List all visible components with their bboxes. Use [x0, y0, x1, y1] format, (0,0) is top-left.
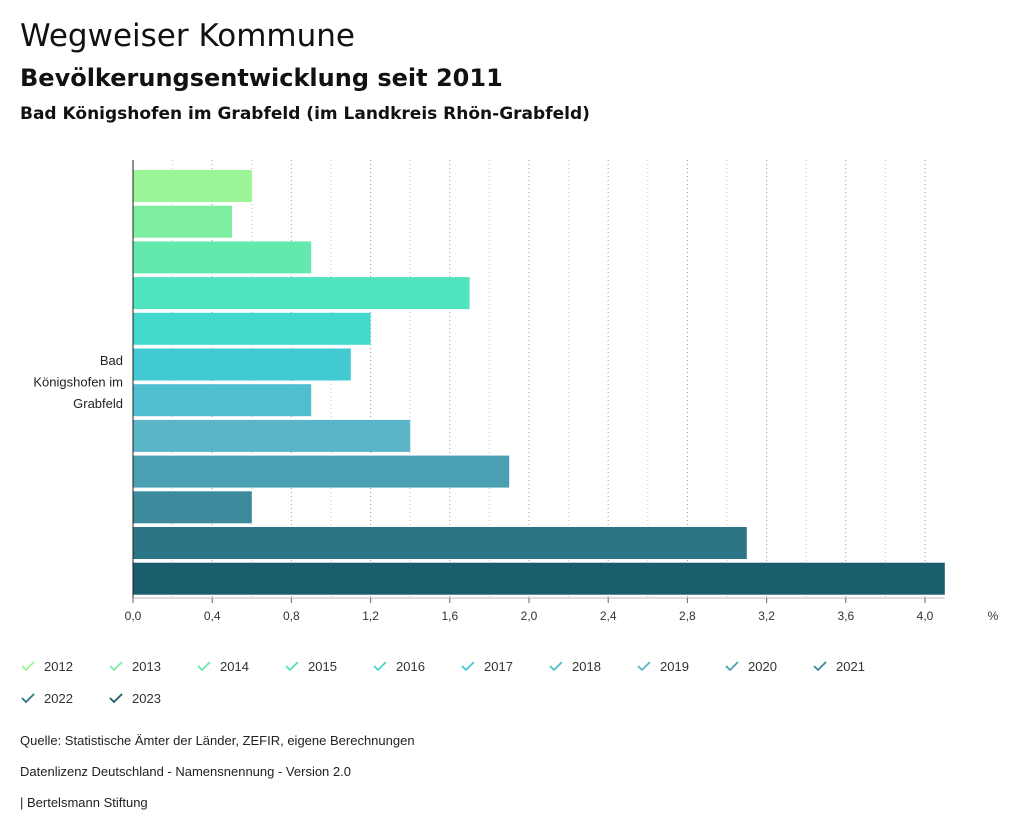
legend-item-2022[interactable]: 2022 [20, 690, 73, 706]
x-tick-label: 0,0 [125, 609, 142, 623]
legend-item-2021[interactable]: 2021 [812, 658, 865, 674]
legend-label: 2015 [308, 658, 337, 674]
legend-item-2018[interactable]: 2018 [548, 658, 601, 674]
check-icon [109, 693, 123, 704]
legend-item-2016[interactable]: 2016 [372, 658, 425, 674]
legend-label: 2022 [44, 690, 73, 706]
bar-2015 [133, 277, 470, 310]
x-tick-label: 4,0 [917, 609, 934, 623]
legend-label: 2014 [220, 658, 249, 674]
x-tick-label: 3,2 [758, 609, 775, 623]
check-icon [637, 661, 651, 672]
legend-item-2019[interactable]: 2019 [636, 658, 689, 674]
category-label: Königshofen im [33, 375, 123, 390]
bar-2012 [133, 170, 252, 202]
region-title: Bad Königshofen im Grabfeld (im Landkrei… [20, 104, 590, 124]
bar-2017 [133, 348, 351, 381]
check-icon [285, 661, 299, 672]
bar-2023 [133, 562, 945, 595]
category-label: Bad [100, 353, 123, 368]
x-unit-label: % [988, 609, 999, 623]
x-tick-label: 0,4 [204, 609, 221, 623]
bar-2019 [133, 419, 411, 452]
check-icon [725, 661, 739, 672]
legend-label: 2023 [132, 690, 161, 706]
bar-2020 [133, 455, 510, 488]
x-tick-label: 1,2 [362, 609, 379, 623]
bar-2018 [133, 384, 312, 417]
check-icon [109, 661, 123, 672]
check-icon [461, 661, 475, 672]
legend-label: 2013 [132, 658, 161, 674]
legend-label: 2017 [484, 658, 513, 674]
legend-label: 2019 [660, 658, 689, 674]
check-icon [21, 661, 35, 672]
bar-2014 [133, 241, 312, 274]
legend-item-2014[interactable]: 2014 [196, 658, 249, 674]
license-note: Datenlizenz Deutschland - Namensnennung … [20, 764, 351, 779]
x-tick-label: 2,4 [600, 609, 617, 623]
x-tick-label: 0,8 [283, 609, 300, 623]
legend-label: 2016 [396, 658, 425, 674]
bar-chart: 0,0 0,4 0,8 1,2 1,6 2,0 2,4 2,8 3,2 3,6 4,0 % Bad Kön… [33, 160, 999, 623]
bar-2021 [133, 491, 252, 524]
check-icon [21, 693, 35, 704]
check-icon [197, 661, 211, 672]
check-icon [373, 661, 387, 672]
legend-item-2017[interactable]: 2017 [460, 658, 513, 674]
x-tick-label: 2,8 [679, 609, 696, 623]
legend-item-2012[interactable]: 2012 [20, 658, 73, 674]
legend-label: 2018 [572, 658, 601, 674]
legend-item-2023[interactable]: 2023 [108, 690, 161, 706]
legend-item-2013[interactable]: 2013 [108, 658, 161, 674]
x-tick-label: 1,6 [441, 609, 458, 623]
page-title: Wegweiser Kommune [20, 18, 355, 54]
source-note: Quelle: Statistische Ämter der Länder, Z… [20, 733, 415, 748]
x-tick-label: 2,0 [521, 609, 538, 623]
x-tick-label: 3,6 [837, 609, 854, 623]
bar-2022 [133, 527, 747, 559]
legend-item-2015[interactable]: 2015 [284, 658, 337, 674]
publisher-note: | Bertelsmann Stiftung [20, 795, 148, 810]
legend-label: 2020 [748, 658, 777, 674]
category-label: Grabfeld [73, 396, 123, 411]
bar-2013 [133, 205, 232, 238]
legend-label: 2021 [836, 658, 865, 674]
chart-subtitle: Bevölkerungsentwicklung seit 2011 [20, 64, 503, 92]
check-icon [549, 661, 563, 672]
bar-2016 [133, 312, 371, 345]
legend-label: 2012 [44, 658, 73, 674]
check-icon [813, 661, 827, 672]
legend-item-2020[interactable]: 2020 [724, 658, 777, 674]
